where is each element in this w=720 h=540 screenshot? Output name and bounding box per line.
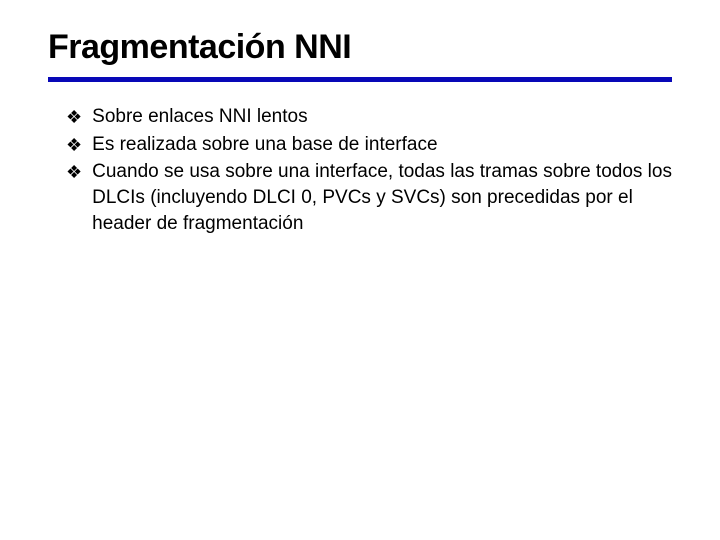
list-item: ❖ Es realizada sobre una base de interfa… — [66, 132, 672, 158]
list-item: ❖ Cuando se usa sobre una interface, tod… — [66, 159, 672, 236]
slide-container: Fragmentación NNI ❖ Sobre enlaces NNI le… — [0, 0, 720, 236]
bullet-text: Sobre enlaces NNI lentos — [92, 104, 307, 130]
bullet-text: Es realizada sobre una base de interface — [92, 132, 437, 158]
slide-title: Fragmentación NNI — [48, 28, 672, 77]
list-item: ❖ Sobre enlaces NNI lentos — [66, 104, 672, 130]
bullet-icon: ❖ — [66, 160, 82, 184]
bullet-text: Cuando se usa sobre una interface, todas… — [92, 159, 672, 236]
title-underline — [48, 77, 672, 82]
bullet-icon: ❖ — [66, 133, 82, 157]
bullet-icon: ❖ — [66, 105, 82, 129]
bullet-list: ❖ Sobre enlaces NNI lentos ❖ Es realizad… — [48, 104, 672, 236]
